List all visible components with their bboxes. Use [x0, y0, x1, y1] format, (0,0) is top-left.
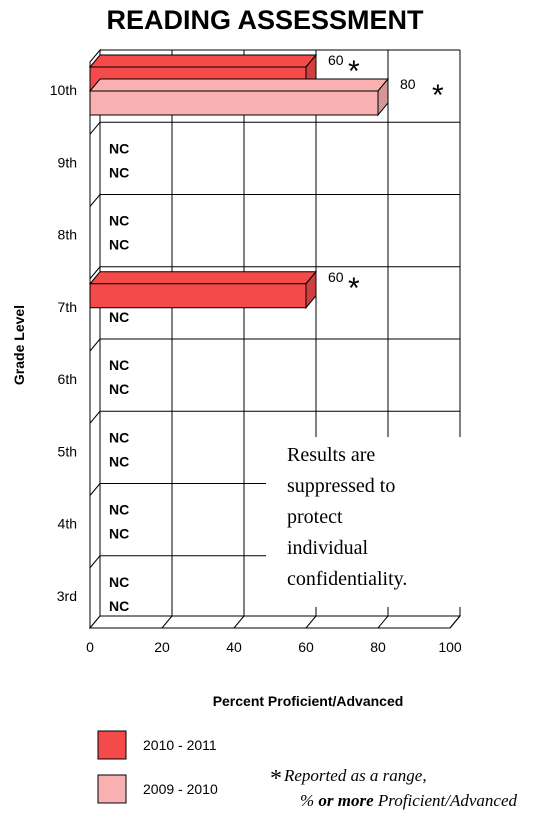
x-tick-label: 80: [370, 639, 386, 655]
side-wall-divider: [89, 266, 101, 280]
bar-top: [88, 78, 390, 92]
nc-label: NC: [109, 526, 129, 542]
legend: 2010 - 2011 2009 - 2010: [97, 730, 218, 804]
annotation-background: [266, 437, 468, 607]
suppression-note: Results are suppressed to protect individua…: [287, 444, 407, 590]
y-tick-label: 6th: [58, 371, 77, 387]
data-label: 80: [400, 76, 416, 92]
nc-label: NC: [109, 381, 129, 397]
nc-label: NC: [109, 574, 129, 590]
bar: [89, 283, 307, 309]
footnote-line-2-suffix: Proficient/Advanced: [374, 791, 518, 810]
data-label: 60: [328, 269, 344, 285]
side-wall-divider: [89, 410, 101, 424]
floor-gridline: [449, 615, 461, 629]
y-tick-label: 10th: [50, 82, 77, 98]
side-wall-divider: [89, 338, 101, 352]
footnote-line-1: Reported as a range,: [283, 766, 427, 785]
y-tick-labels: 10th 9th 8th 7th 6th 5th 4th 3rd: [50, 82, 77, 604]
x-tick-label: 40: [226, 639, 242, 655]
side-wall-divider: [89, 555, 101, 569]
floor-gridline: [305, 615, 317, 629]
nc-labels-layer: NC NC NC NC NC NC NC NC NC NC NC NC NC: [109, 140, 129, 614]
data-label: 60: [328, 52, 344, 68]
legend-swatch-2009-2010: [97, 774, 127, 804]
y-tick-label: 3rd: [57, 588, 77, 604]
nc-label: NC: [109, 357, 129, 373]
footnote-line-2-prefix: %: [300, 791, 318, 810]
legend-label-2009-2010: 2009 - 2010: [143, 781, 218, 797]
plot-frame: [88, 48, 462, 630]
annotation-line: individual: [287, 537, 369, 559]
side-wall-divider: [89, 194, 101, 207]
y-tick-label: 4th: [58, 516, 77, 532]
x-axis-label: Percent Proficient/Advanced: [213, 693, 404, 709]
annotation-line: Results are: [287, 444, 375, 466]
side-wall-divider: [89, 121, 101, 135]
nc-label: NC: [109, 309, 129, 325]
bar-top: [88, 54, 318, 68]
bars-layer: 60 * 80 *60 *: [88, 52, 444, 310]
legend-swatch-2010-2011: [97, 730, 127, 760]
x-tick-label: 60: [298, 639, 314, 655]
legend-label-2010-2011: 2010 - 2011: [143, 737, 217, 753]
footnote-line-2-bold: or more: [318, 791, 374, 810]
floor-gridline: [377, 615, 389, 629]
range-marker: *: [348, 272, 360, 305]
y-tick-label: 8th: [58, 227, 77, 243]
annotation-line: protect: [287, 506, 343, 528]
floor-gridline: [161, 615, 173, 629]
side-wall-divider: [89, 483, 101, 496]
y-tick-label: 5th: [58, 443, 77, 459]
y-tick-label: 9th: [58, 154, 77, 170]
annotation-line: confidentiality.: [287, 568, 407, 590]
x-tick-labels: 0 20 40 60 80 100: [86, 639, 462, 655]
nc-label: NC: [109, 453, 129, 469]
nc-label: NC: [109, 213, 129, 229]
chart-title: READING ASSESSMENT: [106, 5, 424, 35]
footnote-marker: *: [270, 766, 282, 792]
floor-gridline: [233, 615, 245, 629]
nc-label: NC: [109, 598, 129, 614]
nc-label: NC: [109, 429, 129, 445]
nc-label: NC: [109, 164, 129, 180]
bar-top: [88, 271, 318, 285]
nc-label: NC: [109, 140, 129, 156]
nc-label: NC: [109, 237, 129, 253]
range-marker: *: [432, 79, 444, 112]
nc-label: NC: [109, 502, 129, 518]
x-tick-label: 0: [86, 639, 94, 655]
y-axis-label: Grade Level: [11, 305, 27, 385]
footnote-line-2: % or more Proficient/Advanced: [300, 791, 518, 810]
x-tick-label: 100: [438, 639, 462, 655]
annotation-line: suppressed to: [287, 475, 395, 497]
y-tick-label: 7th: [58, 299, 77, 315]
x-tick-label: 20: [154, 639, 170, 655]
footnote: * Reported as a range, % or more Profici…: [270, 766, 518, 810]
side-wall: [89, 48, 101, 630]
floor: [88, 615, 462, 629]
bar: [89, 90, 379, 116]
grid-lines: [89, 50, 461, 629]
